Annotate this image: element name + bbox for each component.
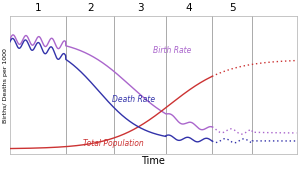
- Text: 5: 5: [229, 3, 235, 13]
- Text: Birth Rate: Birth Rate: [153, 46, 192, 55]
- Text: 2: 2: [87, 3, 93, 13]
- Text: Death Rate: Death Rate: [112, 95, 155, 104]
- X-axis label: Time: Time: [141, 155, 165, 165]
- Text: 3: 3: [137, 3, 144, 13]
- Text: Total Population: Total Population: [83, 139, 144, 148]
- Text: 1: 1: [35, 3, 42, 13]
- Text: 4: 4: [186, 3, 192, 13]
- Y-axis label: Births/ Deaths per 1000: Births/ Deaths per 1000: [4, 48, 8, 123]
